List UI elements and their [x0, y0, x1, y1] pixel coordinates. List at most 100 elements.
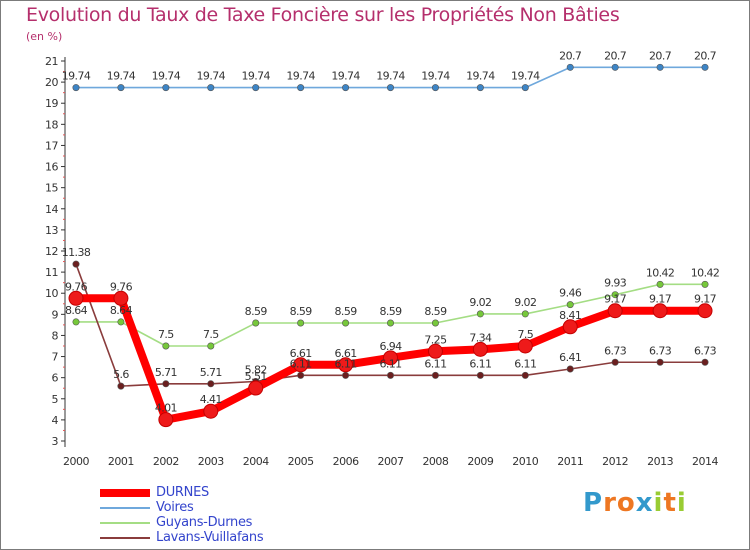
- y-tick-label: 16: [45, 161, 58, 174]
- data-point: [68, 290, 84, 306]
- data-point: [431, 84, 439, 92]
- legend-item: DURNES: [100, 485, 360, 500]
- logo-letter: i: [653, 488, 664, 518]
- data-label: 19.74: [197, 70, 226, 83]
- data-label: 19.74: [511, 70, 540, 83]
- data-label: 19.74: [466, 70, 495, 83]
- x-tick-label: 2013: [647, 455, 673, 468]
- data-label: 6.11: [469, 357, 491, 370]
- x-tick-label: 2008: [422, 455, 448, 468]
- data-point: [611, 358, 619, 366]
- data-point: [203, 403, 219, 419]
- legend-swatch: [100, 522, 150, 524]
- data-label: 8.59: [379, 305, 402, 318]
- data-label: 20.7: [559, 49, 582, 62]
- data-point: [607, 303, 623, 319]
- data-point: [562, 319, 578, 335]
- data-label: 19.74: [376, 70, 405, 83]
- y-tick-label: 9: [52, 308, 59, 321]
- data-label: 9.02: [469, 296, 491, 309]
- logo-letter: P: [583, 488, 604, 518]
- data-point: [566, 301, 574, 309]
- logo-letter: o: [616, 488, 636, 518]
- x-tick-label: 2000: [63, 455, 89, 468]
- data-label: 6.61: [335, 347, 357, 360]
- x-tick-label: 2002: [153, 455, 179, 468]
- data-point: [117, 84, 125, 92]
- data-point: [611, 291, 619, 299]
- data-label: 6.11: [290, 357, 312, 370]
- data-point: [387, 84, 395, 92]
- x-tick-label: 2012: [602, 455, 628, 468]
- legend-label: Guyans-Durnes: [156, 515, 253, 530]
- data-point: [207, 84, 215, 92]
- data-label: 10.42: [646, 266, 675, 279]
- data-point: [162, 380, 170, 388]
- legend-swatch: [100, 537, 150, 539]
- data-label: 7.5: [158, 328, 174, 341]
- data-label: 9.76: [65, 280, 88, 293]
- data-point: [387, 371, 395, 379]
- logo-letter: x: [635, 488, 654, 518]
- x-tick-label: 2009: [467, 455, 493, 468]
- y-tick-label: 20: [45, 76, 58, 89]
- data-label: 8.41: [559, 309, 581, 322]
- y-tick-label: 3: [52, 435, 59, 448]
- data-label: 6.11: [424, 357, 446, 370]
- x-tick-label: 2003: [198, 455, 224, 468]
- data-point: [521, 371, 529, 379]
- y-tick-label: 5: [52, 393, 59, 406]
- data-point: [697, 303, 713, 319]
- data-label: 6.94: [379, 340, 402, 353]
- y-tick-label: 15: [45, 182, 58, 195]
- data-label: 5.82: [245, 363, 267, 376]
- data-label: 10.42: [691, 266, 720, 279]
- data-label: 6.41: [559, 351, 581, 364]
- y-axis-unit: (en %): [26, 30, 63, 43]
- data-label: 19.74: [331, 70, 360, 83]
- data-label: 8.59: [290, 305, 313, 318]
- data-label: 19.74: [241, 70, 270, 83]
- data-point: [476, 310, 484, 318]
- data-label: 8.59: [335, 305, 358, 318]
- data-label: 7.25: [424, 333, 447, 346]
- x-tick-label: 2004: [243, 455, 269, 468]
- data-point: [652, 303, 668, 319]
- data-label: 19.74: [421, 70, 450, 83]
- data-label: 19.74: [62, 70, 91, 83]
- data-label: 6.73: [649, 344, 672, 357]
- data-point: [297, 84, 305, 92]
- y-tick-label: 19: [45, 97, 58, 110]
- data-label: 9.17: [694, 293, 717, 306]
- x-tick-label: 2005: [288, 455, 314, 468]
- data-label: 4.41: [200, 393, 222, 406]
- y-tick-label: 12: [45, 245, 58, 258]
- data-label: 5.6: [113, 368, 129, 381]
- data-point: [207, 380, 215, 388]
- data-point: [701, 280, 709, 288]
- data-point: [476, 371, 484, 379]
- data-point: [72, 84, 80, 92]
- data-label: 6.11: [514, 357, 536, 370]
- y-tick-label: 11: [45, 266, 58, 279]
- y-tick-label: 7: [52, 351, 59, 364]
- data-label: 19.74: [107, 70, 136, 83]
- data-point: [297, 371, 305, 379]
- data-point: [383, 350, 399, 366]
- data-point: [387, 319, 395, 327]
- data-point: [338, 357, 354, 373]
- data-point: [656, 358, 664, 366]
- data-label: 5.71: [155, 366, 177, 379]
- legend-label: DURNES: [156, 485, 209, 500]
- data-label: 7.5: [517, 328, 533, 341]
- data-label: 6.11: [379, 357, 401, 370]
- legend-swatch: [100, 489, 150, 497]
- legend-label: Lavans-Vuillafans: [156, 530, 264, 545]
- x-tick-label: 2006: [333, 455, 359, 468]
- data-point: [521, 310, 529, 318]
- proxiti-logo: Proxiti: [583, 488, 687, 518]
- data-point: [342, 84, 350, 92]
- data-point: [427, 343, 443, 359]
- y-tick-label: 13: [45, 224, 58, 237]
